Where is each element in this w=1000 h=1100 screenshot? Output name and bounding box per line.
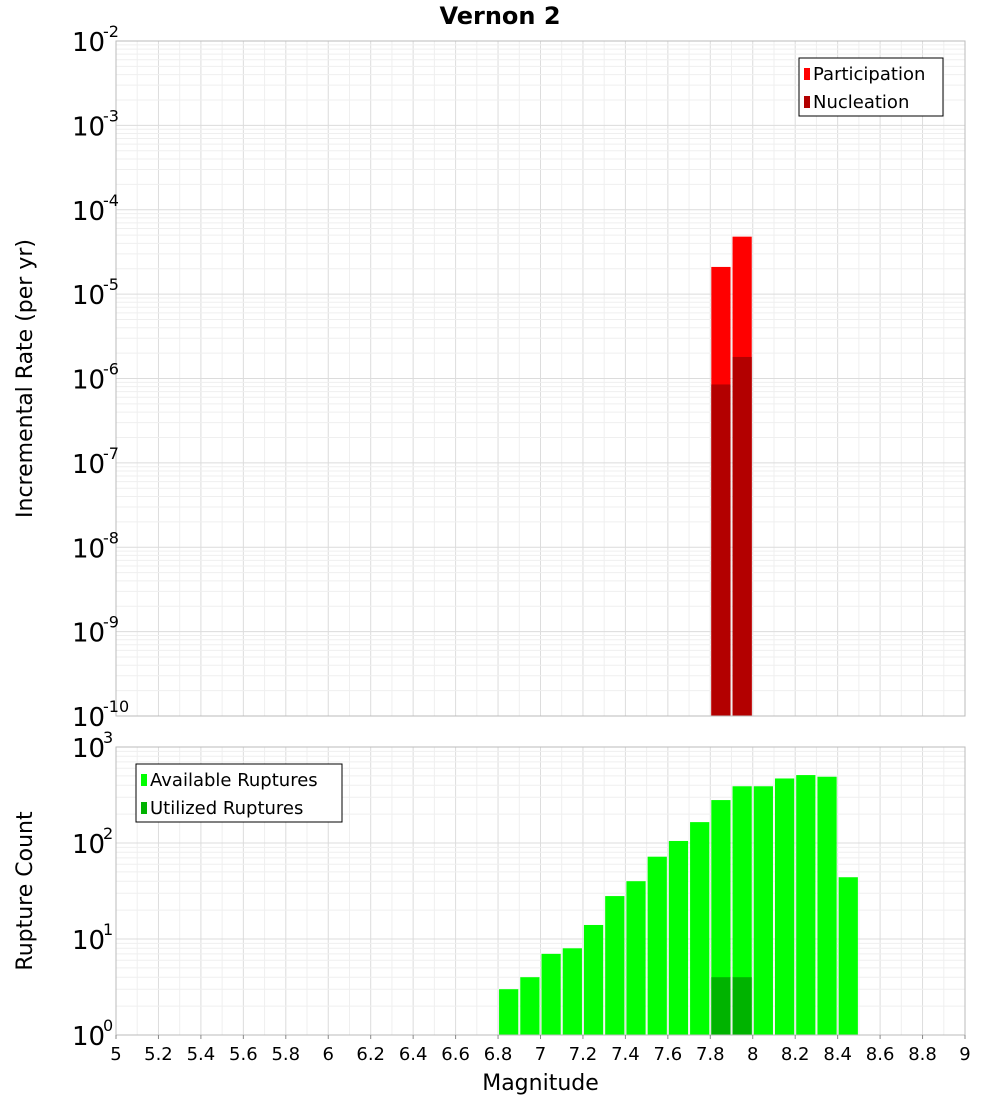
y-tick-exponent: -4	[103, 191, 119, 210]
x-tick-label: 6	[323, 1044, 334, 1065]
y-tick-exponent: -10	[103, 697, 129, 716]
bar-nucleation	[711, 384, 731, 716]
x-tick-label: 9	[959, 1044, 970, 1065]
x-tick-label: 6.4	[399, 1044, 428, 1065]
bar-available-ruptures	[583, 924, 604, 1035]
y-tick-label: 10	[72, 112, 105, 142]
y-tick-exponent: -6	[103, 360, 119, 379]
x-tick-label: 7.4	[611, 1044, 640, 1065]
bar-available-ruptures	[796, 775, 816, 1035]
y-tick-exponent: -7	[103, 444, 119, 463]
legend-swatch-participation	[804, 68, 810, 80]
x-tick-label: 8.8	[908, 1044, 937, 1065]
rate-plot-frame	[115, 40, 966, 717]
rate-plot-bars	[711, 236, 752, 716]
y-tick-label: 10	[72, 703, 105, 733]
bar-available-ruptures	[499, 989, 519, 1035]
x-tick-label: 7.2	[569, 1044, 598, 1065]
bar-available-ruptures	[732, 786, 752, 1035]
x-tick-label: 7	[535, 1044, 546, 1065]
bar-available-ruptures	[838, 877, 858, 1035]
x-tick-label: 8.6	[866, 1044, 895, 1065]
x-tick-label: 7.6	[654, 1044, 683, 1065]
legend-box	[798, 57, 944, 117]
bar-available-ruptures	[520, 977, 540, 1035]
bar-nucleation	[732, 356, 752, 716]
x-axis-ticks: 5 5.2 5.4 5.6 5.8 6 6.2 6.4 6.6 6.8 7 7.2 7.4 7.6 7.8 8…	[110, 1035, 971, 1065]
rate-plot-y-axis-title: Incremental Rate (per yr)	[13, 239, 38, 518]
y-tick-exponent: 3	[103, 728, 113, 747]
y-tick-exponent: 1	[103, 920, 113, 939]
x-tick-label: 8.2	[781, 1044, 810, 1065]
bar-available-ruptures	[690, 822, 710, 1035]
x-tick-label: 5.4	[187, 1044, 216, 1065]
y-tick-label: 10	[72, 28, 105, 58]
y-tick-exponent: -9	[103, 613, 119, 632]
rate-plot-grid	[115, 41, 966, 717]
y-tick-exponent: -8	[103, 528, 119, 547]
x-tick-label: 5.2	[144, 1044, 173, 1065]
y-tick-label: 10	[72, 281, 105, 311]
x-tick-label: 6.6	[441, 1044, 470, 1065]
bar-available-ruptures	[774, 778, 795, 1035]
chart-title: Vernon 2	[439, 2, 560, 30]
y-tick-label: 10	[72, 534, 105, 564]
y-tick-label: 10	[72, 1022, 105, 1052]
y-tick-exponent: 0	[103, 1016, 113, 1035]
legend-box	[135, 763, 343, 823]
y-tick-exponent: -5	[103, 275, 119, 294]
bar-available-ruptures	[753, 786, 773, 1035]
bar-available-ruptures	[668, 840, 689, 1035]
legend-swatch-available-ruptures	[141, 774, 147, 786]
y-tick-label: 10	[72, 926, 105, 956]
x-tick-label: 5.6	[229, 1044, 258, 1065]
x-tick-label: 5.8	[271, 1044, 300, 1065]
y-tick-label: 10	[72, 450, 105, 480]
count-plot-bars	[499, 775, 858, 1035]
legend-label-available-ruptures: Available Ruptures	[150, 770, 318, 791]
x-tick-label: 5	[110, 1044, 121, 1065]
x-tick-label: 6.2	[356, 1044, 385, 1065]
y-tick-exponent: -2	[103, 22, 119, 41]
bar-available-ruptures	[647, 856, 667, 1035]
bar-available-ruptures	[562, 948, 582, 1035]
legend-swatch-utilized-ruptures	[141, 802, 147, 814]
bar-available-ruptures	[817, 776, 837, 1035]
bar-utilized-ruptures	[711, 977, 731, 1035]
y-tick-label: 10	[72, 619, 105, 649]
count-plot-legend: Available Ruptures Utilized Ruptures	[135, 763, 343, 823]
x-tick-label: 7.8	[696, 1044, 725, 1065]
bar-available-ruptures	[626, 881, 646, 1035]
bar-available-ruptures	[711, 800, 731, 1035]
legend-swatch-nucleation	[804, 96, 810, 108]
x-axis-title: Magnitude	[482, 1071, 599, 1096]
y-tick-label: 10	[72, 197, 105, 227]
x-tick-label: 8	[747, 1044, 758, 1065]
y-tick-label: 10	[72, 734, 105, 764]
legend-label-nucleation: Nucleation	[813, 92, 909, 113]
bar-utilized-ruptures	[732, 977, 752, 1035]
y-tick-label: 10	[72, 366, 105, 396]
y-tick-label: 10	[72, 830, 105, 860]
bar-available-ruptures	[605, 896, 625, 1035]
bar-available-ruptures	[541, 953, 561, 1035]
y-tick-exponent: 2	[103, 824, 113, 843]
legend-label-utilized-ruptures: Utilized Ruptures	[150, 798, 303, 819]
rate-plot-legend: Participation Nucleation	[798, 57, 944, 117]
x-tick-label: 8.4	[823, 1044, 852, 1065]
count-plot-y-axis-title: Rupture Count	[13, 811, 38, 971]
y-tick-exponent: -3	[103, 106, 119, 125]
x-tick-label: 6.8	[484, 1044, 513, 1065]
legend-label-participation: Participation	[813, 64, 925, 85]
